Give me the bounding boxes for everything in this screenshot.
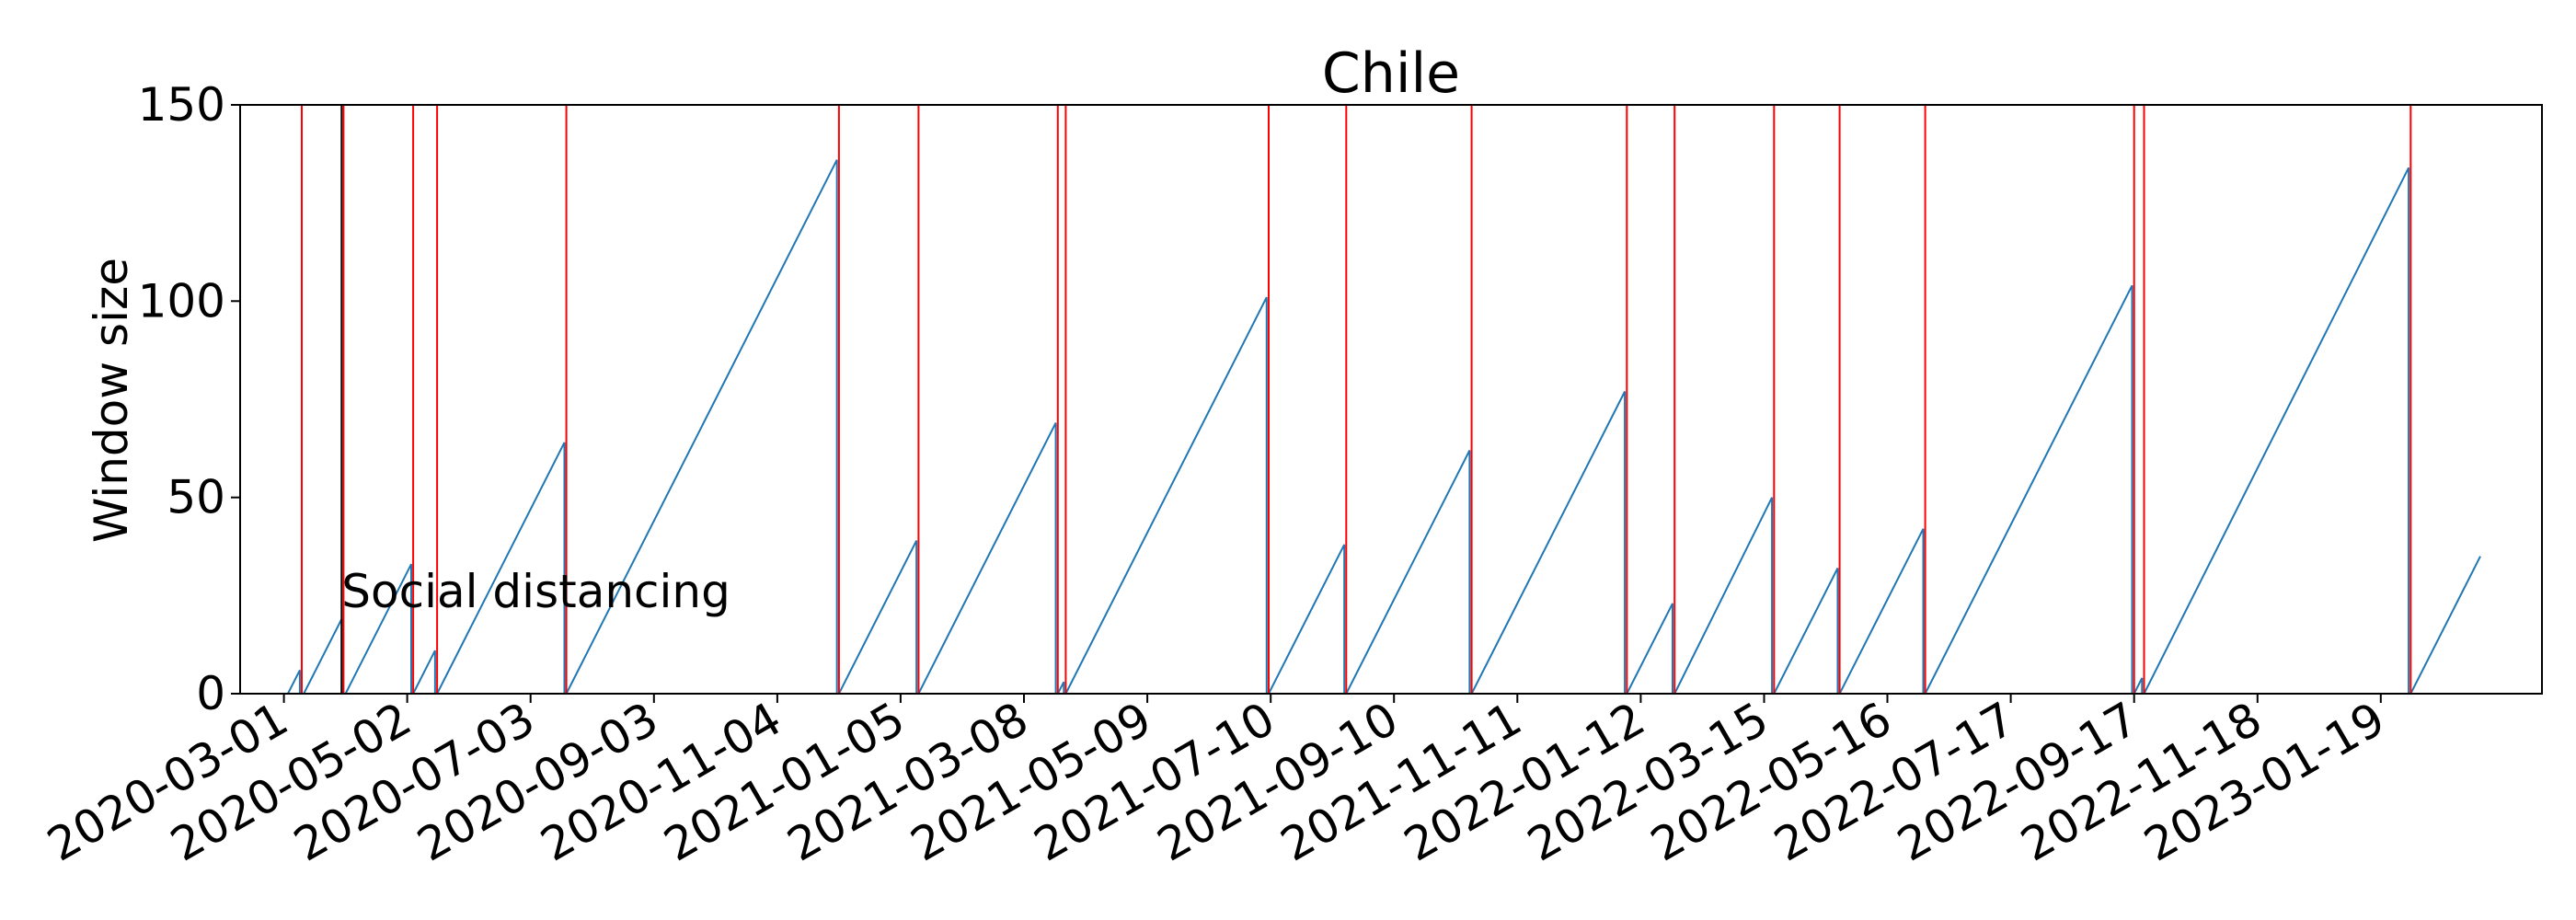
y-axis-ticks: 0 50 100 150 <box>138 78 240 720</box>
y-tick-label-100: 100 <box>138 274 225 328</box>
plot-area: Social distancing <box>287 105 2481 695</box>
y-tick-label-50: 50 <box>167 471 225 524</box>
plot-frame <box>239 104 2543 695</box>
chart-title: Chile <box>1322 41 1460 106</box>
y-axis-label: Window size <box>85 258 138 543</box>
y-tick-label-150: 150 <box>138 78 225 132</box>
annotation-label-1: Social distancing <box>341 565 730 618</box>
y-tick-label-0: 0 <box>196 667 225 720</box>
x-axis-ticks: 2020-03-012020-05-022020-07-032020-09-03… <box>39 692 2394 872</box>
